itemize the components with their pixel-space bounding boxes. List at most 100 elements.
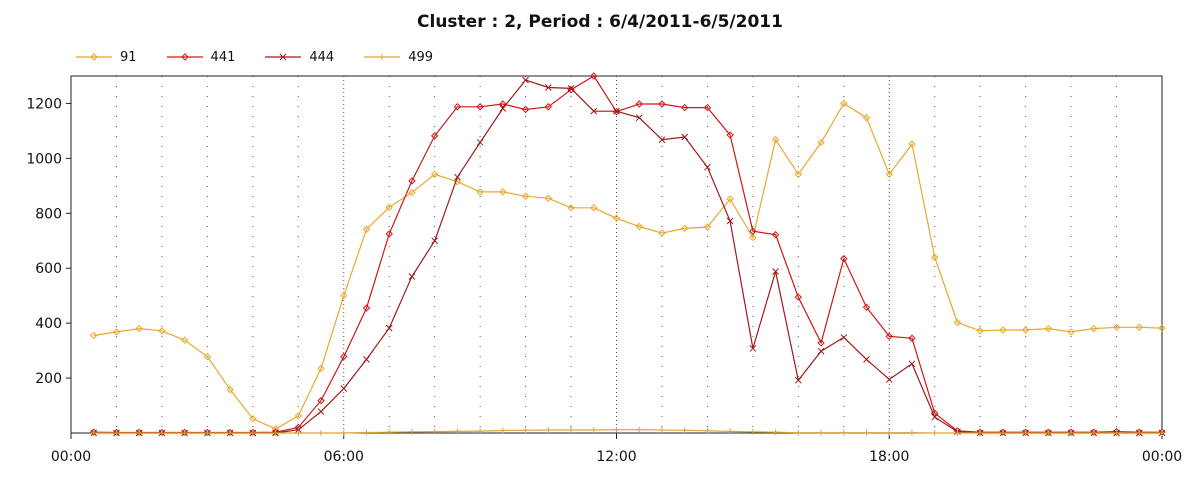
series-444	[90, 76, 1166, 437]
data-point-91	[226, 385, 234, 394]
data-point-499	[590, 426, 597, 433]
series-line-441	[93, 75, 1162, 434]
data-point-91	[544, 194, 553, 202]
data-point-499	[499, 427, 506, 434]
series-line-91	[93, 102, 1163, 430]
data-point-91	[771, 136, 780, 144]
data-point-499	[704, 427, 711, 434]
data-point-444	[431, 237, 439, 245]
data-point-441	[521, 105, 530, 114]
data-point-444	[317, 408, 325, 415]
data-point-91	[294, 412, 302, 420]
data-point-499	[1159, 430, 1165, 436]
data-point-499	[1113, 430, 1120, 436]
legend-item-441: 441	[166, 48, 236, 66]
data-point-499	[908, 429, 915, 436]
data-point-441	[317, 396, 325, 405]
data-point-91	[317, 364, 325, 373]
data-point-499	[249, 430, 256, 436]
data-point-91	[112, 328, 121, 336]
data-point-441	[885, 332, 893, 341]
data-point-441	[817, 339, 825, 347]
legend-label-441: 441	[210, 49, 236, 65]
data-point-499	[795, 429, 802, 436]
data-point-444	[590, 107, 598, 115]
data-point-441	[726, 131, 734, 139]
data-point-499	[113, 430, 120, 436]
data-point-91	[408, 189, 416, 197]
legend-swatch-441	[166, 53, 203, 61]
legend-marker	[90, 53, 98, 61]
data-point-499	[931, 430, 938, 436]
data-point-499	[363, 429, 370, 436]
data-point-444	[567, 85, 575, 92]
data-point-91	[180, 336, 189, 344]
data-point-499	[1022, 430, 1029, 436]
data-point-444	[885, 376, 893, 383]
legend-item-91: 91	[76, 48, 137, 66]
data-point-499	[1068, 430, 1075, 436]
chart-legend: 91 441 444 499	[76, 48, 433, 66]
data-point-91	[430, 170, 439, 179]
series-91	[90, 99, 1166, 433]
data-point-499	[818, 429, 825, 436]
data-point-444	[749, 345, 757, 352]
legend-label-499: 499	[408, 49, 434, 65]
series-line-499	[93, 429, 1162, 434]
data-point-444	[772, 268, 779, 275]
data-point-499	[408, 428, 415, 435]
data-point-441	[658, 100, 666, 108]
data-point-91	[590, 204, 598, 212]
data-point-91	[476, 188, 484, 196]
legend-swatch-444	[265, 53, 302, 61]
data-point-91	[135, 324, 143, 333]
data-point-91	[658, 229, 666, 237]
grid-lines	[115, 76, 1118, 433]
data-point-91	[1021, 326, 1030, 334]
data-point-441	[340, 352, 348, 361]
data-point-499	[840, 429, 847, 436]
data-point-444	[658, 136, 666, 144]
data-point-499	[681, 427, 688, 434]
data-point-91	[90, 331, 98, 340]
data-point-441	[749, 227, 757, 235]
data-point-441	[771, 231, 780, 239]
data-point-444	[931, 413, 939, 421]
data-point-441	[840, 254, 848, 263]
series-line-444	[93, 79, 1162, 434]
data-point-444	[863, 356, 870, 363]
data-point-444	[294, 426, 302, 434]
data-point-441	[476, 103, 484, 111]
data-point-91	[521, 192, 530, 200]
data-point-444	[499, 105, 507, 112]
data-point-441	[635, 100, 643, 108]
legend-swatch-91	[76, 53, 112, 61]
axes: 200 400 600 800 1000 1200 00:00 06:00 12:00 18:00…	[26, 75, 1182, 465]
data-point-444	[454, 173, 461, 181]
legend-marker	[180, 53, 189, 61]
data-point-91	[1044, 324, 1053, 333]
plot-frame	[70, 75, 1163, 434]
data-point-499	[386, 429, 393, 436]
data-point-499	[90, 430, 97, 436]
data-point-444	[613, 107, 620, 115]
data-point-444	[840, 334, 848, 341]
data-point-499	[727, 428, 734, 435]
data-point-441	[499, 100, 507, 108]
data-point-91	[340, 291, 348, 300]
data-point-499	[999, 430, 1006, 436]
series-layer	[90, 72, 1166, 437]
data-point-441	[385, 230, 393, 238]
data-point-91	[726, 195, 734, 203]
data-point-91	[976, 327, 984, 335]
data-point-444	[544, 84, 552, 91]
data-point-441	[362, 304, 371, 312]
x-tick-label: 12:00	[596, 449, 636, 465]
legend-label-91: 91	[120, 49, 137, 65]
data-point-444	[794, 376, 802, 384]
legend-marker	[280, 53, 287, 61]
data-point-91	[1090, 324, 1098, 333]
data-point-499	[954, 430, 961, 436]
data-point-499	[340, 430, 347, 436]
